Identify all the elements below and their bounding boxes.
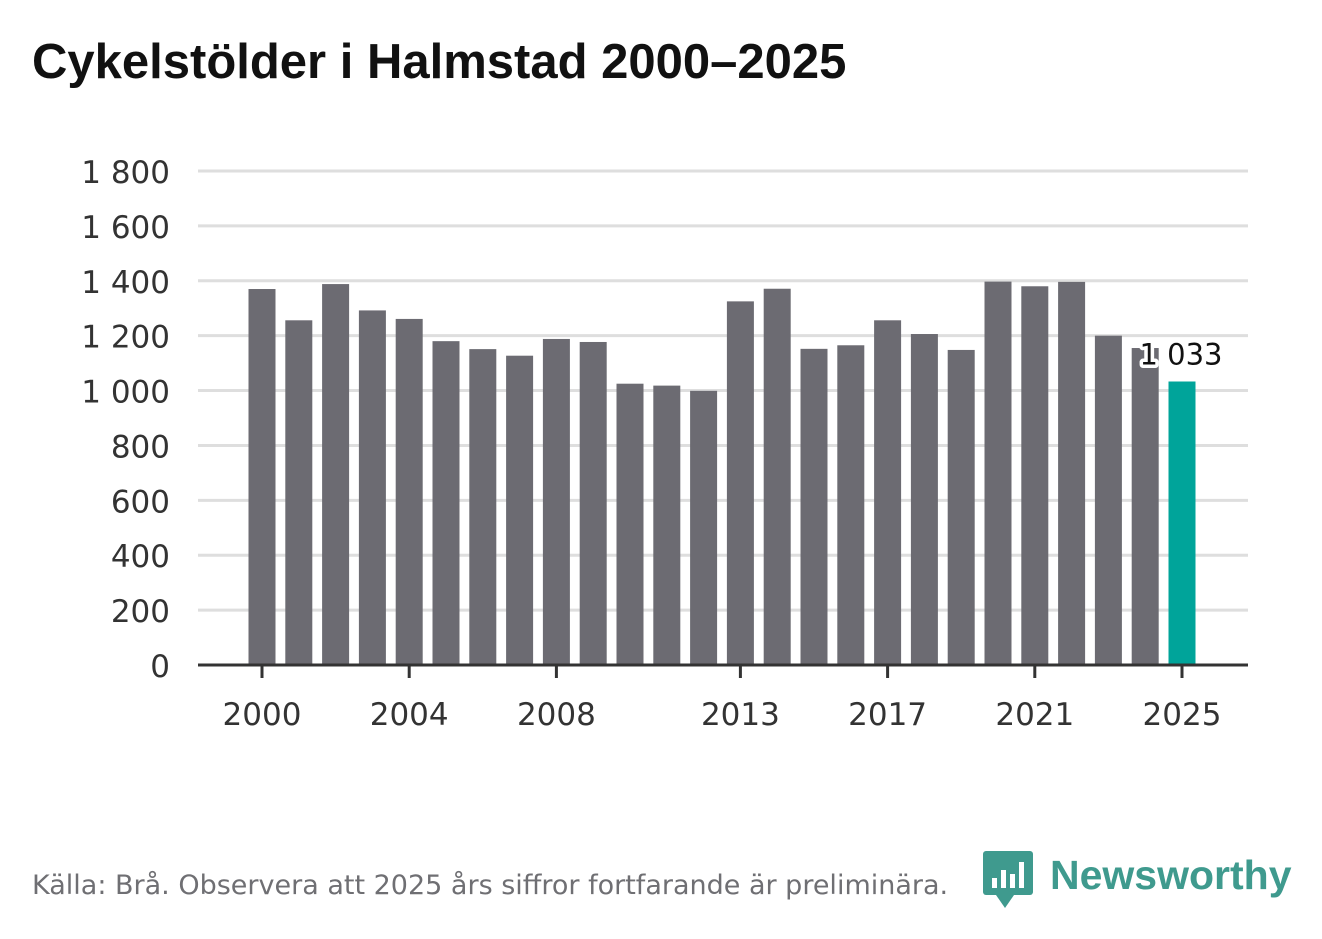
bar-2025[interactable] bbox=[1168, 381, 1196, 665]
bar-2024[interactable] bbox=[1131, 348, 1159, 665]
bar-chart: 0 200 400 600 800 1 000 1 200 1 400 1 600 1 800 2… bbox=[81, 155, 1248, 733]
x-axis bbox=[198, 663, 1248, 678]
bar-2023[interactable] bbox=[1094, 335, 1122, 665]
grid-lines bbox=[198, 169, 1248, 612]
bar-2010[interactable] bbox=[616, 383, 644, 665]
chart-title: Cykelstölder i Halmstad 2000–2025 bbox=[32, 35, 847, 89]
x-tick-label: 2004 bbox=[370, 697, 449, 733]
bar-2005[interactable] bbox=[432, 341, 460, 665]
bar-2021[interactable] bbox=[1021, 286, 1049, 665]
bars bbox=[248, 281, 1196, 665]
x-tick-label: 2017 bbox=[848, 697, 927, 733]
bar-2004[interactable] bbox=[395, 318, 423, 665]
y-tick-label: 1 600 bbox=[81, 210, 170, 246]
bar-2018[interactable] bbox=[910, 334, 938, 665]
bar-2011[interactable] bbox=[653, 385, 681, 665]
highlight-value-label: 1 033 bbox=[1139, 337, 1222, 371]
x-tick-label: 2021 bbox=[995, 697, 1074, 733]
bar-2012[interactable] bbox=[690, 390, 718, 665]
y-tick-label: 600 bbox=[111, 484, 170, 520]
y-tick-label: 800 bbox=[111, 429, 170, 465]
y-tick-label: 1 400 bbox=[81, 265, 170, 301]
y-tick-label: 1 000 bbox=[81, 375, 170, 411]
bar-2017[interactable] bbox=[874, 320, 902, 665]
bar-2001[interactable] bbox=[285, 320, 313, 665]
bar-2013[interactable] bbox=[726, 301, 754, 665]
y-tick-label: 200 bbox=[111, 594, 170, 630]
annotations: 1 033 bbox=[1136, 334, 1226, 375]
bar-2007[interactable] bbox=[506, 355, 534, 665]
bar-2022[interactable] bbox=[1058, 281, 1086, 665]
y-tick-label: 400 bbox=[111, 539, 170, 575]
x-tick-label: 2025 bbox=[1143, 697, 1222, 733]
bar-2016[interactable] bbox=[837, 345, 865, 665]
bar-2014[interactable] bbox=[763, 288, 791, 665]
bar-2015[interactable] bbox=[800, 348, 828, 665]
x-tick-label: 2013 bbox=[701, 697, 780, 733]
x-tick-label: 2008 bbox=[517, 697, 596, 733]
bar-2002[interactable] bbox=[322, 284, 350, 665]
brand-name: Newsworthy bbox=[1050, 852, 1292, 898]
x-tick-label: 2000 bbox=[223, 697, 302, 733]
bar-2019[interactable] bbox=[947, 349, 975, 665]
y-tick-label: 1 800 bbox=[81, 155, 170, 191]
y-axis-tick-labels: 0 200 400 600 800 1 000 1 200 1 400 1 600 1 800 bbox=[81, 155, 170, 685]
bar-2009[interactable] bbox=[579, 341, 607, 665]
bar-2020[interactable] bbox=[984, 281, 1012, 665]
bar-2000[interactable] bbox=[248, 289, 276, 665]
y-tick-label: 0 bbox=[150, 649, 170, 685]
newsworthy-logo-icon bbox=[983, 851, 1033, 908]
bar-2003[interactable] bbox=[358, 310, 386, 665]
y-tick-label: 1 200 bbox=[81, 320, 170, 356]
bar-2008[interactable] bbox=[542, 338, 570, 665]
bar-2006[interactable] bbox=[469, 349, 497, 665]
x-axis-tick-labels: 2000 2004 2008 2013 2017 2021 2025 bbox=[223, 697, 1222, 733]
source-note: Källa: Brå. Observera att 2025 års siffr… bbox=[32, 870, 949, 901]
